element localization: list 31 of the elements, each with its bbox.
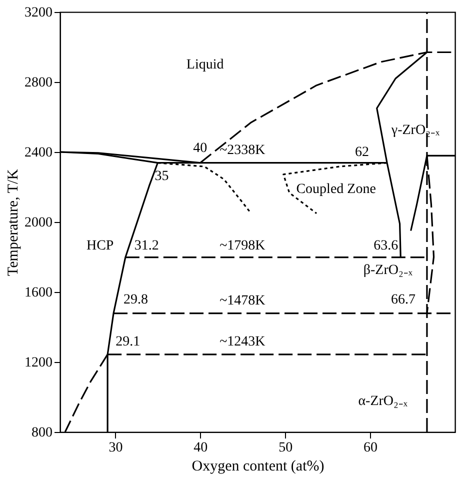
y-tick-label: 2400: [24, 146, 52, 160]
y-tick-label: 1200: [24, 356, 52, 370]
y-tick-label: 2000: [24, 216, 52, 230]
x-tick-label: 60: [364, 440, 378, 456]
x-tick-label: 40: [194, 440, 208, 456]
annotation: ~2338K: [220, 142, 266, 158]
annotation: ~1798K: [220, 238, 266, 254]
annotation: 35: [154, 168, 169, 184]
annotation: HCP: [86, 238, 114, 254]
y-tick-label: 3200: [24, 6, 52, 20]
y-tick-label: 2800: [24, 76, 52, 90]
y-axis-title: Temperature, T/K: [6, 168, 22, 276]
annotation: 62: [355, 144, 370, 160]
annotation: 29.8: [124, 292, 148, 308]
annotation: 63.6: [374, 238, 398, 254]
annotation: 29.1: [116, 334, 140, 350]
annotation: 40: [193, 140, 208, 156]
x-tick-label: 30: [108, 440, 123, 456]
x-tick-label: 50: [278, 440, 293, 456]
annotation: ~1478K: [220, 293, 266, 308]
annotation: Liquid: [186, 58, 224, 73]
annotation: ~1243K: [220, 334, 266, 350]
annotation: 31.2: [134, 238, 159, 254]
annotation: 66.7: [390, 292, 416, 308]
y-tick-label: 1600: [24, 286, 52, 300]
x-axis-title: Oxygen content (at%): [192, 458, 324, 474]
y-tick-label: 800: [32, 426, 52, 440]
annotation: α-ZrO₂₋ₓ: [358, 394, 408, 409]
annotation: γ-ZrO₂₋ₓ: [390, 123, 440, 138]
annotation: β-ZrO₂₋ₓ: [363, 263, 414, 278]
annotation: Coupled Zone: [296, 182, 376, 197]
